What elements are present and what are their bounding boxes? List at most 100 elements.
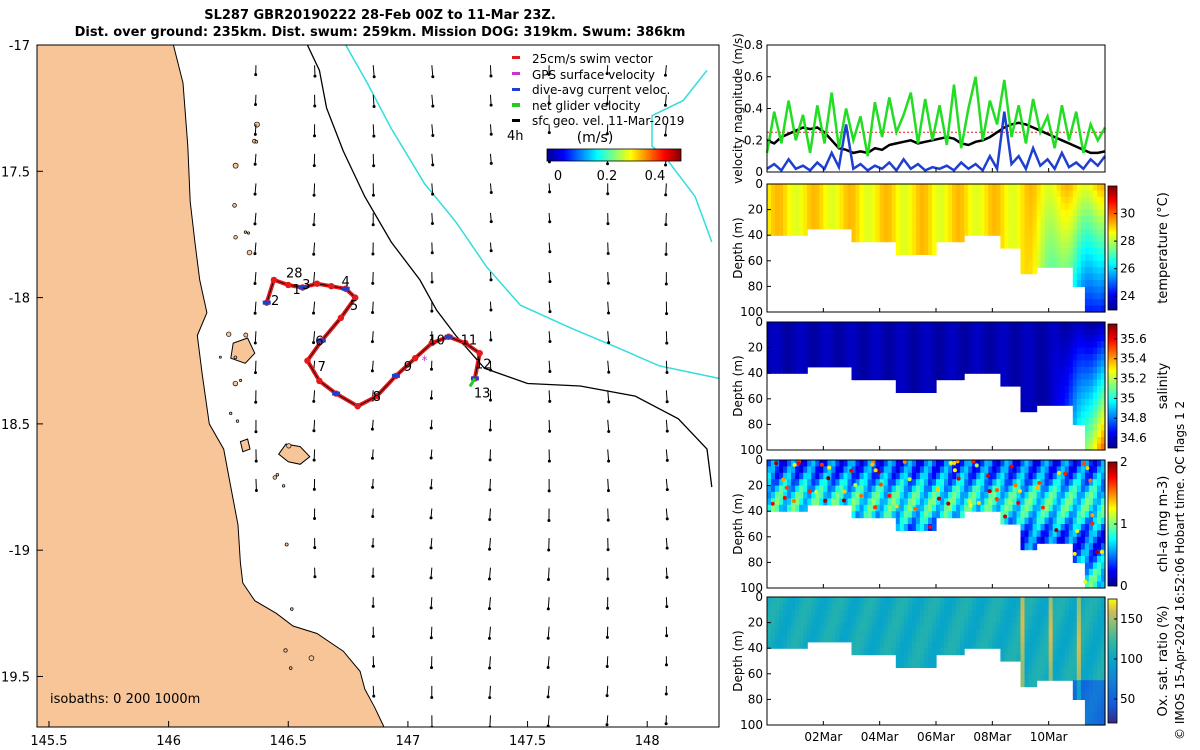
section-cell bbox=[899, 466, 905, 474]
section-cell bbox=[1084, 498, 1090, 506]
section-cell bbox=[887, 648, 893, 656]
section-cell bbox=[795, 616, 800, 624]
section-cell bbox=[1076, 386, 1082, 393]
vector-arrow-head bbox=[370, 456, 374, 460]
section-cell bbox=[1004, 485, 1009, 493]
section-cell bbox=[1036, 629, 1042, 636]
section-cell bbox=[835, 616, 840, 624]
section-cell bbox=[1076, 354, 1082, 361]
section-cell bbox=[783, 472, 788, 480]
vector-arrow-head bbox=[606, 606, 610, 610]
section-cell bbox=[944, 603, 949, 611]
section-cell bbox=[1012, 347, 1018, 355]
section-cell bbox=[1004, 322, 1009, 329]
section-cell bbox=[932, 648, 937, 656]
section-cell bbox=[1072, 673, 1078, 681]
section-cell bbox=[964, 479, 969, 487]
chl-sample bbox=[994, 497, 999, 502]
section-cell bbox=[984, 597, 989, 604]
section-cell bbox=[1088, 492, 1094, 499]
section-cell bbox=[984, 492, 989, 499]
section-cell bbox=[1012, 184, 1018, 191]
section-cell bbox=[976, 641, 981, 649]
section-cell bbox=[915, 196, 921, 204]
section-cell bbox=[867, 354, 873, 361]
section-cell bbox=[1008, 196, 1013, 204]
section-cell bbox=[771, 347, 776, 355]
section-cell bbox=[1088, 609, 1094, 617]
vector-arrow-head bbox=[429, 636, 433, 640]
section-cell bbox=[1101, 443, 1106, 451]
section-cell bbox=[1000, 498, 1005, 506]
section-cell bbox=[1048, 485, 1054, 493]
section-cell bbox=[1072, 609, 1078, 617]
vector-arrow-head bbox=[546, 636, 550, 640]
section-cell bbox=[803, 334, 808, 342]
chl-sample bbox=[956, 476, 961, 481]
section-cell bbox=[976, 209, 981, 217]
section-cell bbox=[1040, 524, 1046, 531]
section-cell bbox=[847, 635, 853, 643]
vector-arrow-head bbox=[312, 164, 316, 168]
section-cell bbox=[936, 322, 941, 329]
section-cell bbox=[907, 222, 913, 230]
section-cell bbox=[948, 622, 953, 630]
section-cell bbox=[1040, 597, 1046, 604]
section-cell bbox=[996, 472, 1001, 480]
section-cell bbox=[767, 498, 772, 506]
vector-arrow-head bbox=[547, 459, 551, 463]
section-cell bbox=[895, 609, 901, 617]
section-cell bbox=[855, 466, 861, 474]
section-cell bbox=[1044, 241, 1050, 249]
section-cell bbox=[1060, 366, 1066, 374]
section-cell bbox=[867, 196, 873, 204]
section-cell bbox=[895, 196, 901, 204]
map-xtick-label: 147.5 bbox=[509, 734, 546, 749]
section-cell bbox=[1056, 597, 1062, 604]
section-cell bbox=[843, 190, 849, 198]
section-cell bbox=[1048, 517, 1054, 525]
section-cell bbox=[972, 328, 977, 336]
section-cell bbox=[803, 498, 808, 506]
section-cell bbox=[1097, 498, 1102, 506]
section-cell bbox=[779, 190, 784, 198]
section-cell bbox=[771, 354, 776, 361]
section-cell bbox=[944, 641, 949, 649]
section-cell bbox=[1000, 209, 1005, 217]
section-cell bbox=[795, 196, 800, 204]
section-cell bbox=[1000, 517, 1005, 525]
vector-arrow bbox=[548, 272, 551, 282]
section-cell bbox=[819, 222, 824, 230]
section-cell bbox=[887, 334, 893, 342]
vector-arrow-head bbox=[605, 694, 609, 698]
section-cell bbox=[815, 622, 820, 630]
chl-sample bbox=[1016, 500, 1021, 505]
section-cell bbox=[851, 648, 857, 656]
section-cell bbox=[831, 635, 836, 643]
section-cell bbox=[1036, 322, 1042, 329]
vector-arrow-head bbox=[372, 105, 376, 109]
section-cell bbox=[976, 616, 981, 624]
section-cell bbox=[1048, 661, 1054, 668]
section-cell bbox=[907, 228, 913, 236]
vector-arrow-head bbox=[606, 192, 610, 196]
section-cell bbox=[948, 641, 953, 649]
section-cell bbox=[879, 334, 885, 342]
section-cell bbox=[1084, 328, 1090, 336]
section-cell bbox=[964, 190, 969, 198]
section-cell bbox=[1044, 203, 1050, 211]
section-cell bbox=[932, 498, 937, 506]
section-cell bbox=[1040, 209, 1046, 217]
section-cell bbox=[911, 190, 917, 198]
section-cell bbox=[968, 616, 973, 624]
section-cell bbox=[1064, 629, 1070, 636]
section-cell bbox=[891, 228, 897, 236]
section-cell bbox=[1020, 648, 1026, 656]
section-cell bbox=[787, 322, 792, 329]
section-cell bbox=[1060, 373, 1066, 381]
section-cell bbox=[883, 209, 889, 217]
section-cell bbox=[1032, 196, 1038, 204]
section-cell bbox=[1092, 549, 1098, 557]
section-cell bbox=[1088, 549, 1094, 557]
section-cell bbox=[1101, 322, 1106, 329]
